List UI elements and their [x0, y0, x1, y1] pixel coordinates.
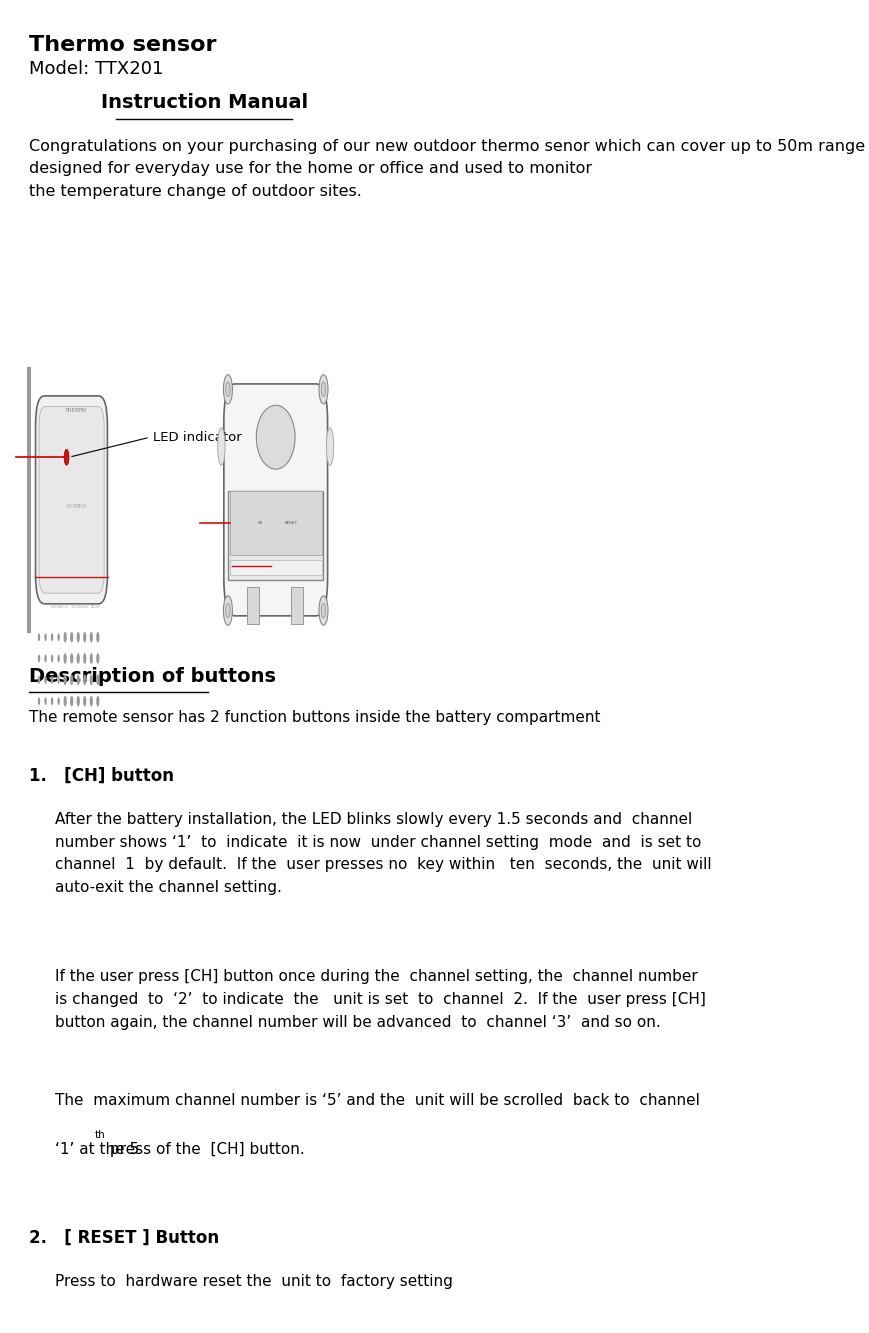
FancyBboxPatch shape	[224, 384, 328, 616]
Text: 1.   [CH] button: 1. [CH] button	[29, 766, 174, 785]
Ellipse shape	[327, 428, 334, 465]
Text: THERMO: THERMO	[64, 408, 87, 413]
Circle shape	[70, 632, 73, 643]
Text: press of the  [CH] button.: press of the [CH] button.	[105, 1142, 305, 1157]
Circle shape	[83, 653, 86, 664]
Circle shape	[44, 633, 47, 641]
Text: 2.   [ RESET ] Button: 2. [ RESET ] Button	[29, 1229, 219, 1248]
Circle shape	[37, 655, 40, 663]
Circle shape	[223, 375, 232, 404]
Circle shape	[76, 696, 80, 706]
Circle shape	[90, 632, 93, 643]
Text: 433MHZ: 433MHZ	[65, 504, 86, 509]
Circle shape	[57, 676, 60, 684]
Circle shape	[226, 603, 230, 617]
Circle shape	[83, 674, 86, 685]
Circle shape	[37, 697, 40, 705]
Text: The  maximum channel number is ‘5’ and the  unit will be scrolled  back to  chan: The maximum channel number is ‘5’ and th…	[55, 1093, 700, 1108]
Circle shape	[322, 603, 326, 617]
Circle shape	[90, 674, 93, 685]
Circle shape	[83, 632, 86, 643]
Text: Congratulations on your purchasing of our new outdoor thermo senor which can cov: Congratulations on your purchasing of ou…	[29, 139, 869, 199]
Circle shape	[96, 653, 99, 664]
Circle shape	[37, 676, 40, 684]
Circle shape	[319, 375, 328, 404]
Circle shape	[44, 697, 47, 705]
Text: Instruction Manual: Instruction Manual	[101, 93, 308, 112]
Circle shape	[76, 674, 80, 685]
Circle shape	[70, 674, 73, 685]
Circle shape	[57, 633, 60, 641]
Circle shape	[57, 697, 60, 705]
Bar	[228, 491, 323, 580]
Circle shape	[319, 596, 328, 625]
Circle shape	[226, 383, 230, 397]
FancyBboxPatch shape	[36, 396, 108, 604]
Text: After the battery installation, the LED blinks slowly every 1.5 seconds and  cha: After the battery installation, the LED …	[55, 812, 712, 896]
Circle shape	[76, 632, 80, 643]
Circle shape	[76, 653, 80, 664]
Circle shape	[70, 653, 73, 664]
FancyBboxPatch shape	[39, 407, 104, 593]
Circle shape	[51, 655, 53, 663]
Circle shape	[70, 696, 73, 706]
Ellipse shape	[218, 428, 225, 465]
Circle shape	[63, 632, 67, 643]
Circle shape	[223, 596, 232, 625]
Circle shape	[37, 633, 40, 641]
Circle shape	[83, 696, 86, 706]
Bar	[247, 587, 259, 624]
Text: Model: TTX201: Model: TTX201	[29, 60, 163, 79]
Circle shape	[322, 383, 326, 397]
Circle shape	[90, 696, 93, 706]
Text: Thermo sensor: Thermo sensor	[29, 35, 216, 55]
Circle shape	[57, 655, 60, 663]
Text: Press to  hardware reset the  unit to  factory setting: Press to hardware reset the unit to fact…	[55, 1274, 453, 1289]
Circle shape	[96, 632, 99, 643]
Text: CH: CH	[257, 520, 262, 525]
Bar	[291, 587, 302, 624]
Circle shape	[51, 697, 53, 705]
Bar	[229, 491, 322, 555]
Bar	[229, 560, 322, 575]
Ellipse shape	[256, 405, 295, 469]
Circle shape	[44, 655, 47, 663]
Text: th: th	[96, 1130, 106, 1141]
Text: RESET: RESET	[285, 520, 298, 525]
Circle shape	[96, 674, 99, 685]
Circle shape	[90, 653, 93, 664]
Text: The remote sensor has 2 function buttons inside the battery compartment: The remote sensor has 2 function buttons…	[29, 710, 600, 725]
Text: If the user press [CH] button once during the  channel setting, the  channel num: If the user press [CH] button once durin…	[55, 969, 706, 1029]
Bar	[27, 367, 31, 633]
Text: LED indicator: LED indicator	[153, 431, 242, 444]
Circle shape	[63, 653, 67, 664]
Circle shape	[44, 676, 47, 684]
Circle shape	[64, 449, 69, 465]
Circle shape	[51, 633, 53, 641]
Text: ‘1’ at the 5: ‘1’ at the 5	[55, 1142, 139, 1157]
Circle shape	[63, 696, 67, 706]
Circle shape	[63, 674, 67, 685]
Circle shape	[96, 696, 99, 706]
Text: REMOTE SENSOR m50: REMOTE SENSOR m50	[51, 604, 100, 609]
Text: Description of buttons: Description of buttons	[29, 666, 275, 685]
Circle shape	[51, 676, 53, 684]
